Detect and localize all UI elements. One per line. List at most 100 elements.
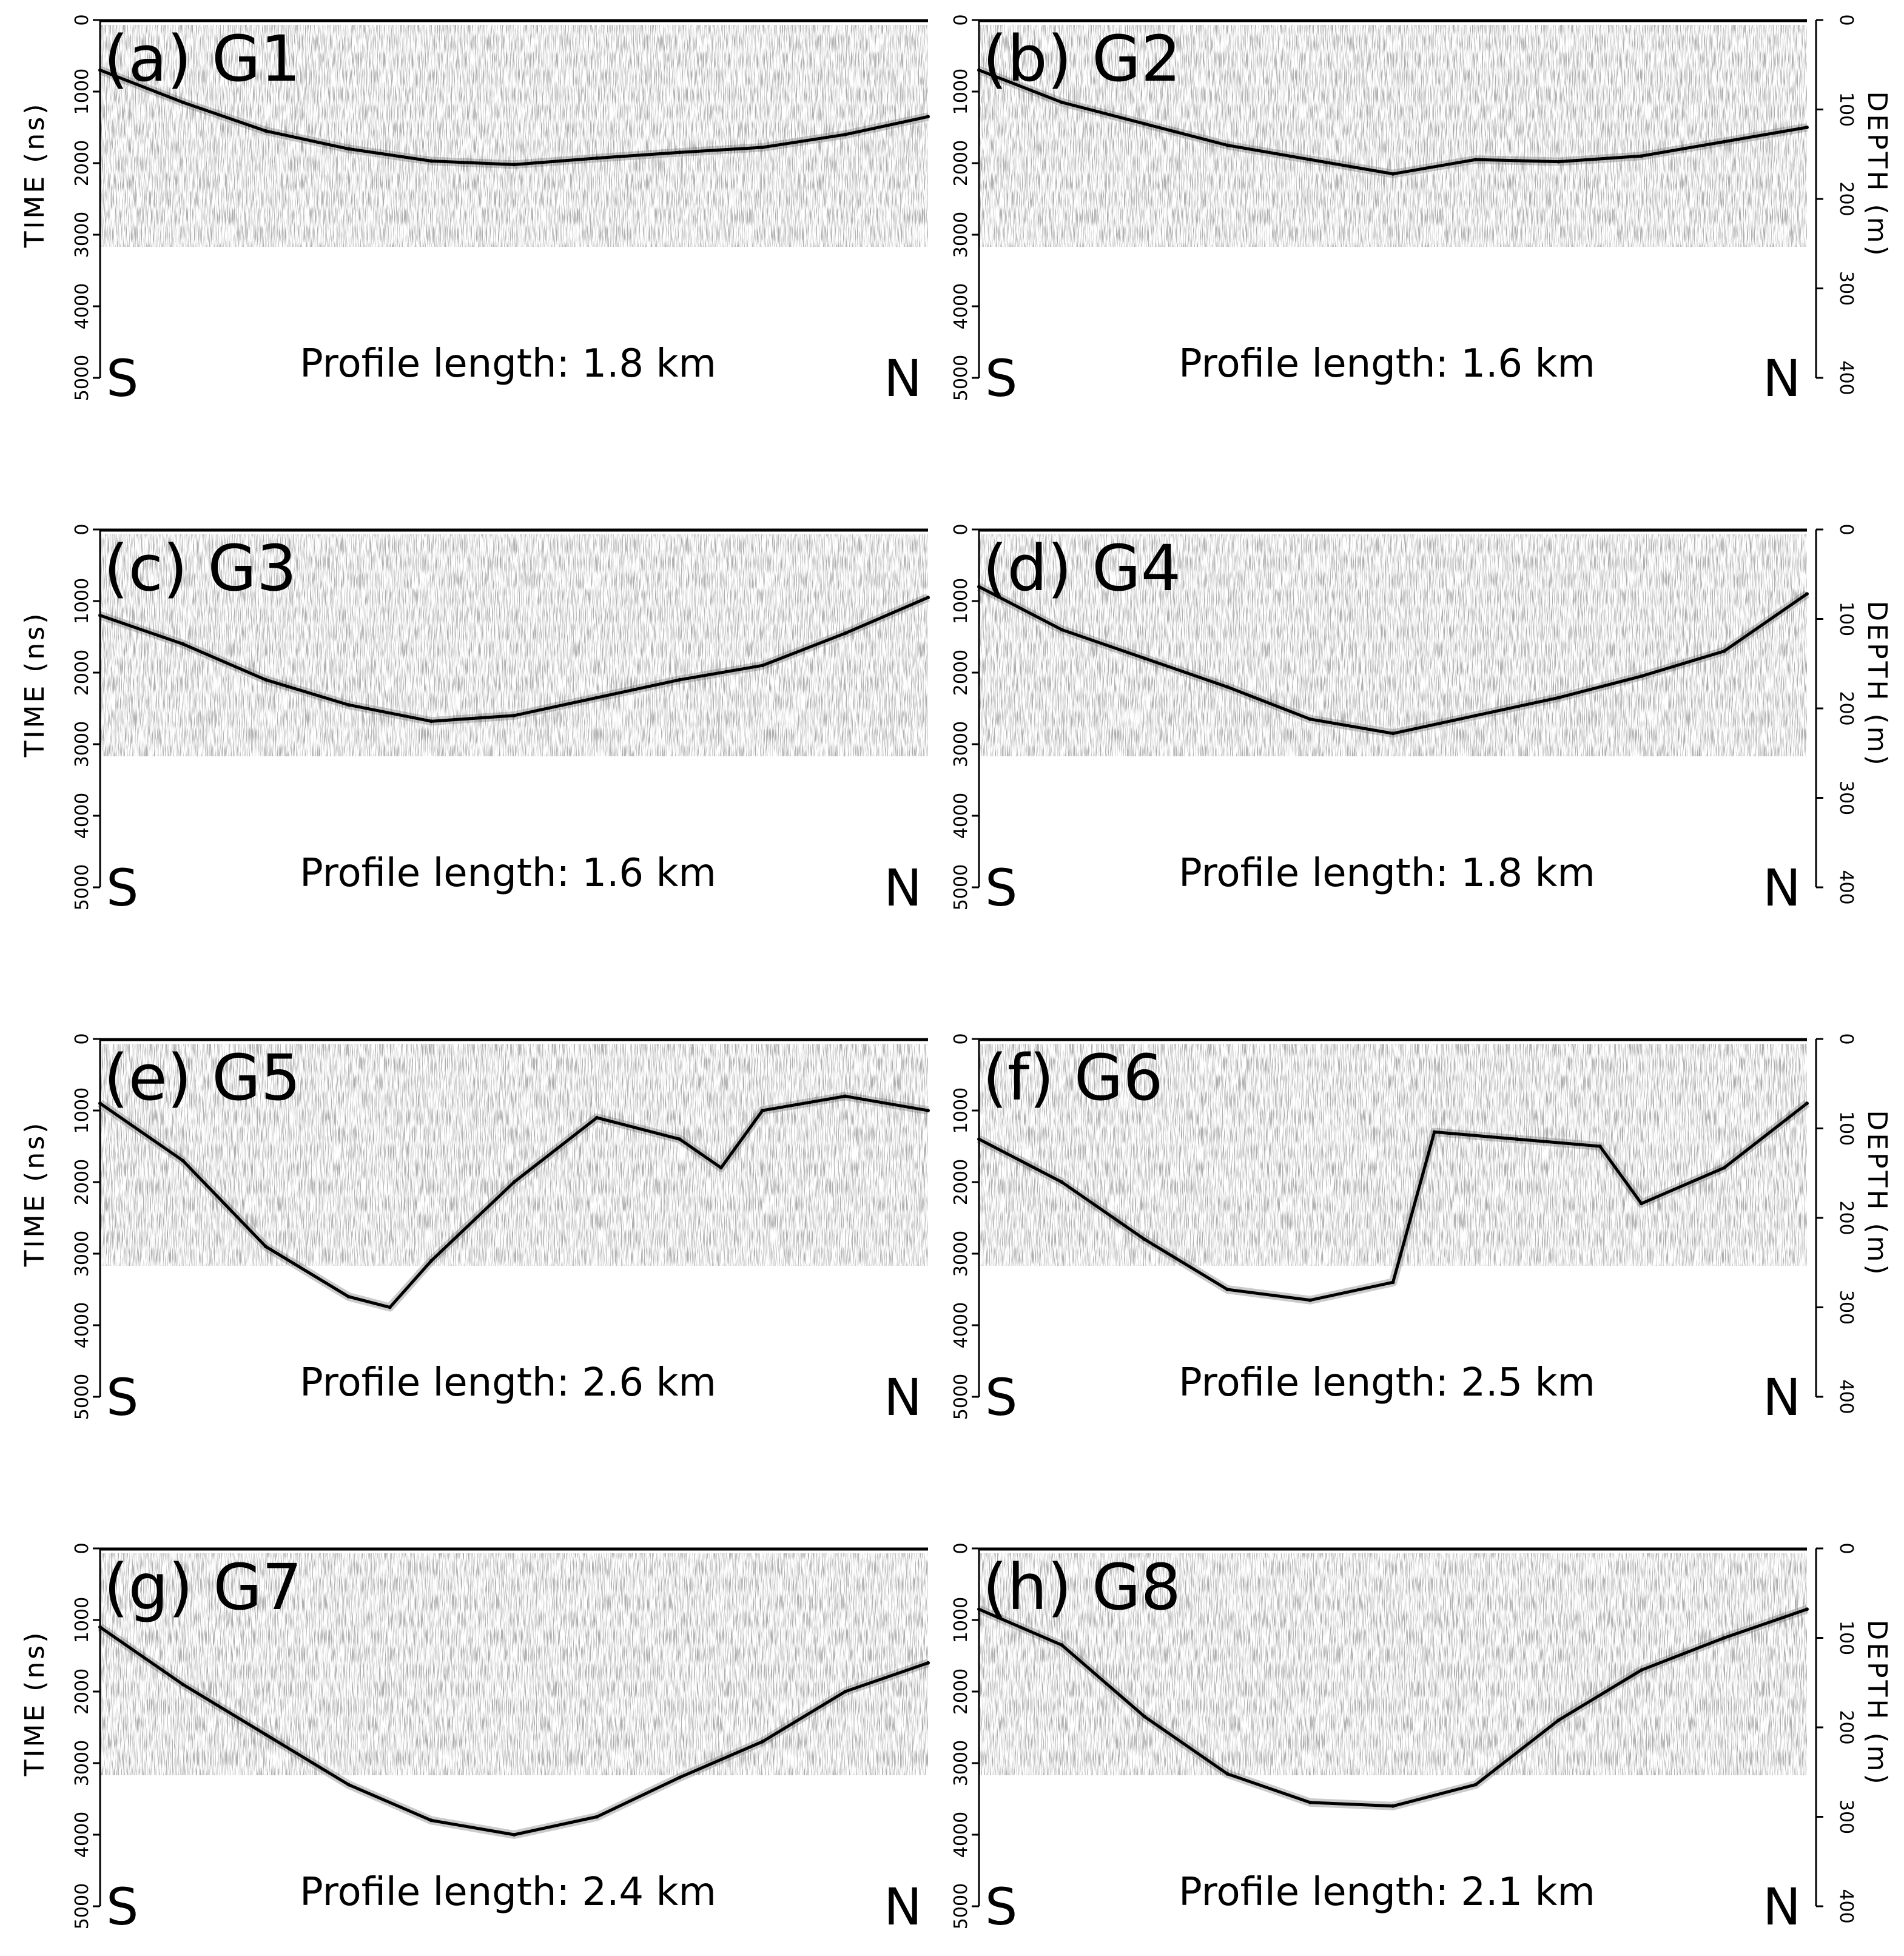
time-axis-title: TIME (ns) [19,1630,50,1777]
depth-tick-label: 0 [1835,523,1857,535]
bed-point [388,1305,392,1309]
time-tick-label: 3000 [950,212,972,258]
time-axis-title: TIME (ns) [19,1121,50,1268]
bed-point [595,156,599,160]
bed-point [1060,100,1064,104]
bed-point [429,1818,433,1823]
time-axis-title: TIME (ns) [19,102,50,249]
bed-point [1722,1636,1726,1640]
bed-point [1722,139,1726,144]
time-tick-label: 2000 [72,140,93,186]
bed-point [1805,126,1809,129]
bed-point [1391,731,1395,736]
bed-point [512,163,516,167]
panel-label: (h) G8 [983,1550,1181,1624]
bed-point [429,1259,433,1263]
profile-length-label: Profile length: 2.6 km [300,1360,716,1405]
south-label: S [985,858,1017,918]
depth-tick-label: 400 [1835,870,1857,904]
profile-length-label: Profile length: 1.6 km [1179,341,1595,386]
bed-point [1391,172,1395,176]
time-tick-label: 0 [72,523,93,535]
time-tick-label: 1000 [950,1087,972,1134]
bed-point [1640,154,1643,158]
bed-point [1308,1800,1312,1804]
panel-label: (g) G7 [104,1550,302,1624]
time-tick-label: 2000 [72,1669,93,1715]
bed-point [1143,656,1146,660]
bed-point [346,1783,351,1787]
bed-point [1640,1201,1643,1206]
time-tick-label: 1000 [72,1597,93,1643]
depth-tick-label: 300 [1835,271,1857,306]
panel-label: (c) G3 [104,531,297,605]
time-tick-label: 4000 [950,1812,972,1858]
time-tick-label: 0 [950,14,972,25]
panel-label: (f) G6 [983,1041,1163,1115]
time-tick-label: 4000 [72,1812,93,1858]
time-tick-label: 4000 [72,793,93,839]
profile-length-label: Profile length: 2.4 km [300,1870,716,1915]
bed-point [1722,649,1726,653]
north-label: N [1763,1368,1801,1427]
bed-point [429,719,433,724]
bed-point [1474,713,1478,718]
radar-speckle [100,25,928,247]
depth-tick-label: 300 [1835,1800,1857,1834]
time-tick-label: 3000 [72,721,93,767]
bed-point [1432,1130,1436,1134]
profile-panel: 0 1000 2000 3000 4000 5000 TIME (ns) (g) G7 S N Pr… [19,1542,930,1937]
depth-tick-label: 400 [1835,1889,1857,1923]
south-label: S [106,1368,138,1427]
radar-speckle [100,1044,928,1266]
profile-length-label: Profile length: 2.5 km [1179,1360,1595,1405]
bed-point [1515,1137,1519,1141]
time-tick-label: 5000 [72,355,93,401]
profile-panel: 0 1000 2000 3000 4000 5000 TIME (ns) (c) G3 S N Pr… [19,523,930,918]
south-label: S [985,1877,1017,1937]
radar-speckle [979,25,1807,247]
bed-point [843,1690,847,1693]
bed-point [346,1294,351,1299]
time-axis-title: TIME (ns) [19,102,50,249]
depth-tick-label: 400 [1835,1379,1857,1414]
depth-tick-label: 0 [1835,1033,1857,1044]
bed-point [1060,1180,1064,1184]
bed-point [926,1661,930,1665]
bed-point [1805,592,1809,596]
bed-point [1805,1607,1809,1612]
time-tick-label: 0 [72,1542,93,1554]
time-axis-title: TIME (ns) [19,611,50,758]
bed-point [1640,674,1643,678]
bed-point [678,150,682,155]
time-tick-label: 1000 [950,69,972,115]
time-tick-label: 2000 [950,1669,972,1715]
time-tick-label: 4000 [950,1302,972,1348]
bed-point [843,631,847,636]
profile-panel: 0 1000 2000 3000 4000 5000 TIME (ns) (a) G1 S N Pr… [19,14,930,408]
time-tick-label: 0 [72,14,93,25]
bed-point [346,703,351,707]
depth-tick-label: 200 [1835,1710,1857,1744]
depth-axis-title: DEPTH (m) [1862,1619,1892,1786]
north-label: N [884,1877,922,1937]
time-axis-title: TIME (ns) [19,1630,50,1777]
bed-point [1556,160,1561,164]
bed-point [1225,143,1230,147]
bed-point [595,1815,599,1819]
north-label: N [884,858,922,918]
bed-point [761,1109,764,1112]
south-label: S [106,349,138,408]
depth-tick-label: 300 [1835,781,1857,815]
bed-point [1060,628,1064,632]
bed-point [926,1109,930,1112]
radar-speckle [979,534,1807,756]
time-tick-label: 4000 [72,1302,93,1348]
profile-length-label: Profile length: 2.1 km [1179,1870,1595,1915]
depth-tick-label: 100 [1835,1621,1857,1655]
time-tick-label: 0 [950,1033,972,1044]
depth-tick-label: 0 [1835,1542,1857,1554]
bed-point [181,100,185,104]
north-label: N [884,1368,922,1427]
